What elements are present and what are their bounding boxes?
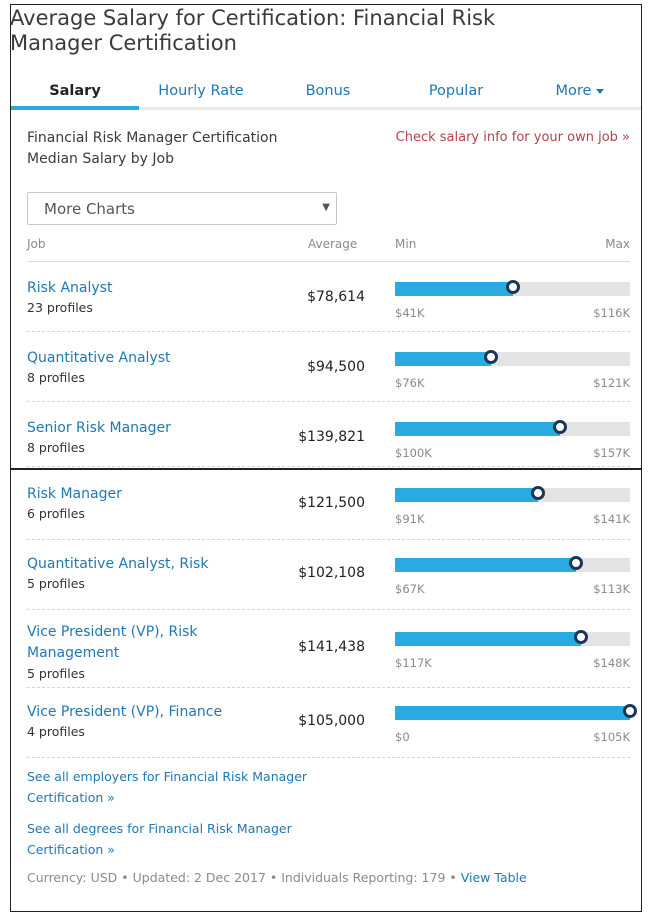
range-max-label: $141K xyxy=(593,512,630,526)
page-title: Average Salary for Certification: Financ… xyxy=(10,6,496,55)
tab-salary[interactable]: Salary xyxy=(49,83,101,99)
table-row: Quantitative Analyst 8 profiles $94,500 $76… xyxy=(27,332,630,402)
chart-heading-line2: Median Salary by Job xyxy=(27,151,174,167)
salary-range-fill xyxy=(395,558,576,572)
job-title-link[interactable]: Quantitative Analyst xyxy=(27,350,171,366)
job-title-link[interactable]: Risk Manager xyxy=(27,486,122,502)
caret-down-icon xyxy=(596,88,605,94)
range-min-label: $91K xyxy=(395,512,425,526)
range-max-label: $121K xyxy=(593,376,630,390)
more-charts-select[interactable]: More Charts ▼ xyxy=(27,192,337,225)
table-row: Risk Manager 6 profiles $121,500 $91K $141K xyxy=(27,470,630,540)
average-salary: $78,614 xyxy=(307,289,365,305)
more-charts-select-value: More Charts xyxy=(44,200,135,218)
range-min-label: $76K xyxy=(395,376,425,390)
average-marker-dot xyxy=(553,420,567,434)
own-job-salary-link[interactable]: Check salary info for your own job » xyxy=(395,130,630,145)
average-salary: $121,500 xyxy=(298,495,365,511)
range-max-label: $116K xyxy=(593,306,630,320)
column-headers: Job Average Min Max xyxy=(27,236,630,262)
table-row: Risk Analyst 23 profiles $78,614 $41K $116K xyxy=(27,262,630,332)
range-min-label: $67K xyxy=(395,582,425,596)
salary-range-fill xyxy=(395,632,581,646)
salary-range-bar xyxy=(395,280,630,296)
see-all-degrees-link[interactable]: See all degrees for Financial Risk Manag… xyxy=(27,821,292,857)
salary-range-bar xyxy=(395,704,637,720)
active-tab-indicator xyxy=(11,106,139,110)
profiles-count: 5 profiles xyxy=(27,576,85,591)
range-min-label: $41K xyxy=(395,306,425,320)
average-marker-dot xyxy=(623,704,637,718)
salary-range-fill xyxy=(395,488,538,502)
range-min-label: $0 xyxy=(395,730,410,744)
profiles-count: 8 profiles xyxy=(27,370,85,385)
range-max-label: $148K xyxy=(593,656,630,670)
average-marker-dot xyxy=(506,280,520,294)
triangle-down-icon: ▼ xyxy=(322,202,330,213)
profiles-count: 8 profiles xyxy=(27,440,85,455)
chart-heading: Financial Risk Manager Certification Med… xyxy=(27,128,277,170)
column-header-job: Job xyxy=(27,237,46,251)
view-table-link[interactable]: View Table xyxy=(460,870,527,885)
table-row: Vice President (VP), Finance 4 profiles $1… xyxy=(27,688,637,758)
card-frame-bottom xyxy=(10,468,642,912)
tab-more[interactable]: More xyxy=(519,83,641,99)
table-row: Senior Risk Manager 8 profiles $139,821 $10… xyxy=(27,402,630,467)
tab-popular[interactable]: Popular xyxy=(428,83,484,99)
tab-baseline xyxy=(11,107,641,110)
average-marker-dot xyxy=(574,630,588,644)
salary-range-bar xyxy=(395,630,630,646)
average-salary: $141,438 xyxy=(298,639,365,655)
range-min-label: $117K xyxy=(395,656,432,670)
tab-bonus[interactable]: Bonus xyxy=(305,83,351,99)
card-frame-top xyxy=(10,4,642,470)
average-marker-dot xyxy=(569,556,583,570)
profiles-count: 5 profiles xyxy=(27,666,85,681)
tab-bar: Salary Hourly Rate Bonus Popular More xyxy=(11,76,641,112)
column-header-average: Average xyxy=(308,237,358,251)
see-all-employers-link[interactable]: See all employers for Financial Risk Man… xyxy=(27,769,308,805)
job-title-link[interactable]: Vice President (VP), Risk Management xyxy=(27,624,198,661)
footer-meta: Currency: USD • Updated: 2 Dec 2017 • In… xyxy=(27,870,527,885)
range-max-label: $105K xyxy=(593,730,630,744)
salary-range-bar xyxy=(395,350,630,366)
table-row: Quantitative Analyst, Risk 5 profiles $102… xyxy=(27,540,630,610)
job-title-link[interactable]: Quantitative Analyst, Risk xyxy=(27,556,209,572)
job-title-link[interactable]: Vice President (VP), Finance xyxy=(27,704,223,720)
salary-range-fill xyxy=(395,706,630,720)
salary-range-bar xyxy=(395,556,630,572)
range-min-label: $100K xyxy=(395,446,432,460)
job-title-link[interactable]: Senior Risk Manager xyxy=(27,420,171,436)
tab-more-label: More xyxy=(555,83,592,99)
column-header-min: Min xyxy=(395,237,417,251)
average-salary: $102,108 xyxy=(298,565,365,581)
salary-range-fill xyxy=(395,352,491,366)
column-header-max: Max xyxy=(605,237,630,251)
table-row: Vice President (VP), Risk Management 5 pr… xyxy=(27,610,630,688)
profiles-count: 4 profiles xyxy=(27,724,85,739)
job-title-link[interactable]: Risk Analyst xyxy=(27,280,113,296)
average-marker-dot xyxy=(531,486,545,500)
range-max-label: $157K xyxy=(593,446,630,460)
profiles-count: 6 profiles xyxy=(27,506,85,521)
salary-range-fill xyxy=(395,422,560,436)
average-marker-dot xyxy=(484,350,498,364)
salary-range-fill xyxy=(395,282,513,296)
salary-range-bar xyxy=(395,486,630,502)
chart-heading-line1: Financial Risk Manager Certification xyxy=(27,130,278,146)
footer-meta-text: Currency: USD • Updated: 2 Dec 2017 • In… xyxy=(27,870,461,885)
average-salary: $105,000 xyxy=(298,713,365,729)
range-max-label: $113K xyxy=(593,582,630,596)
salary-range-bar xyxy=(395,420,630,436)
profiles-count: 23 profiles xyxy=(27,300,93,315)
average-salary: $94,500 xyxy=(307,359,365,375)
tab-hourly-rate[interactable]: Hourly Rate xyxy=(158,83,244,99)
average-salary: $139,821 xyxy=(298,429,365,445)
